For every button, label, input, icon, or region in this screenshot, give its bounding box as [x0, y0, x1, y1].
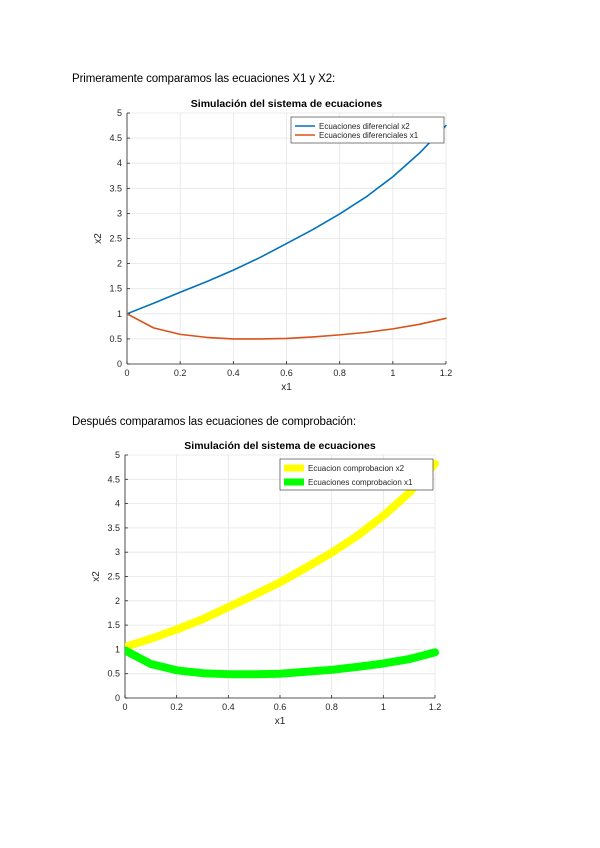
x-tick-label: 0.8 [333, 368, 346, 378]
y-tick-label: 3.5 [109, 183, 122, 193]
legend-label: Ecuaciones comprobacion x1 [308, 478, 413, 487]
y-tick-label: 5 [115, 450, 120, 460]
x-tick-label: 1 [381, 702, 386, 712]
x-tick-label: 0.4 [222, 702, 235, 712]
y-tick-label: 1 [115, 644, 120, 654]
series-line-2 [125, 646, 439, 679]
y-tick-label: 1.5 [109, 284, 122, 294]
x-tick-label: 0.6 [280, 368, 293, 378]
y-tick-label: 0 [117, 359, 122, 369]
x-tick-label: 0.8 [325, 702, 338, 712]
x-tick-label: 0.4 [227, 368, 240, 378]
y-tick-label: 1.5 [107, 620, 120, 630]
legend-label: Ecuaciones diferencial x2 [319, 122, 410, 131]
y-tick-label: 2 [115, 596, 120, 606]
x-tick-label: 1 [390, 368, 395, 378]
x-axis-label: x1 [275, 716, 286, 727]
x-tick-label: 1.2 [429, 702, 442, 712]
x-tick-label: 0 [122, 702, 127, 712]
x-tick-label: 0 [124, 368, 129, 378]
chart-title: Simulación del sistema de ecuaciones [184, 440, 376, 452]
legend-box [290, 116, 445, 144]
y-tick-label: 0.5 [109, 334, 122, 344]
y-tick-label: 0.5 [107, 669, 120, 679]
chart-title: Simulación del sistema de ecuaciones [191, 98, 383, 110]
chart-1-group: 0 0.2 0.4 0.6 0.8 1 1.2 0 0.5 1 1.5 2 2.5 3 3.5 4 4.5 5 x1… [93, 98, 452, 393]
y-axis-label: x2 [91, 571, 102, 582]
y-tick-label: 2 [117, 259, 122, 269]
y-tick-label: 4 [117, 158, 122, 168]
y-tick-label: 4.5 [107, 474, 120, 484]
y-tick-label: 3 [117, 208, 122, 218]
x-tick-label: 1.2 [440, 368, 453, 378]
series-line-1 [127, 124, 447, 315]
legend-label: Ecuacion comprobacion x2 [308, 464, 405, 473]
y-axis-label: x2 [93, 233, 104, 244]
y-tick-label: 1 [117, 309, 122, 319]
chart-2-group: 0 0.2 0.4 0.6 0.8 1 1.2 0 0.5 1 1.5 2 2.5 3 3.5 4 4.5 5 x1… [91, 440, 441, 727]
legend-label: Ecuaciones diferenciales x1 [319, 131, 419, 140]
y-tick-label: 2.5 [109, 234, 122, 244]
y-tick-label: 2.5 [107, 572, 120, 582]
x-tick-label: 0.2 [170, 702, 183, 712]
y-tick-label: 3.5 [107, 523, 120, 533]
x-tick-label: 0.6 [274, 702, 287, 712]
x-tick-label: 0.2 [174, 368, 187, 378]
y-tick-label: 5 [117, 108, 122, 118]
x-axis-label: x1 [281, 382, 292, 393]
series-line-1 [125, 459, 439, 651]
y-tick-label: 4.5 [109, 133, 122, 143]
y-tick-label: 3 [115, 547, 120, 557]
y-tick-label: 0 [115, 693, 120, 703]
intro-paragraph: Primeramente comparamos las ecuaciones X… [72, 73, 336, 85]
y-tick-label: 4 [115, 499, 120, 509]
legend-box [279, 458, 434, 491]
second-paragraph: Después comparamos las ecuaciones de com… [72, 416, 356, 428]
series-line-2 [127, 313, 447, 340]
